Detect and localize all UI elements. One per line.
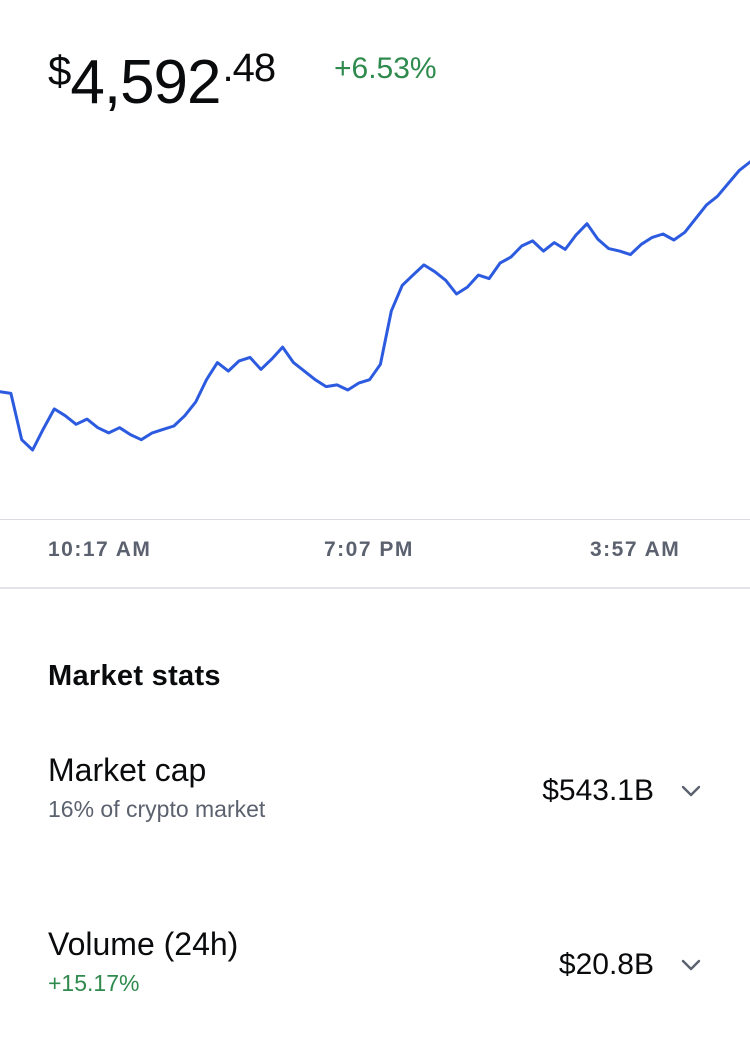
section-divider: [0, 587, 750, 589]
stat-label: Market cap: [48, 752, 207, 788]
market-stats-title: Market stats: [48, 660, 221, 692]
time-axis: 10:17 AM 7:07 PM 3:57 AM: [0, 538, 750, 568]
stat-value: $543.1B: [542, 774, 654, 807]
x-tick-label: 7:07 PM: [324, 538, 414, 561]
chevron-down-icon[interactable]: [678, 778, 704, 804]
price-decimal: .48: [222, 46, 277, 90]
x-tick-label: 3:57 AM: [590, 538, 681, 561]
stat-subtext: +15.17%: [48, 970, 140, 996]
chart-baseline: [0, 519, 750, 520]
price-series-line: [0, 160, 750, 452]
stat-label: Volume (24h): [48, 926, 239, 962]
stat-value: $20.8B: [558, 948, 654, 981]
price-change-percent: +6.53%: [334, 52, 437, 85]
stat-row-market-cap[interactable]: Market cap 16% of crypto market $543.1B: [0, 752, 750, 862]
stat-row-volume[interactable]: Volume (24h) +15.17% $20.8B: [0, 926, 750, 1036]
x-tick-label: 10:17 AM: [48, 538, 152, 561]
price-chart-svg[interactable]: [0, 140, 750, 520]
price-whole: 4,592: [70, 48, 221, 117]
current-price: $4,592.48: [48, 46, 277, 118]
chevron-down-icon[interactable]: [678, 952, 704, 978]
stat-subtext: 16% of crypto market: [48, 796, 266, 822]
price-chart[interactable]: [0, 140, 750, 520]
price-currency: $: [48, 47, 71, 94]
